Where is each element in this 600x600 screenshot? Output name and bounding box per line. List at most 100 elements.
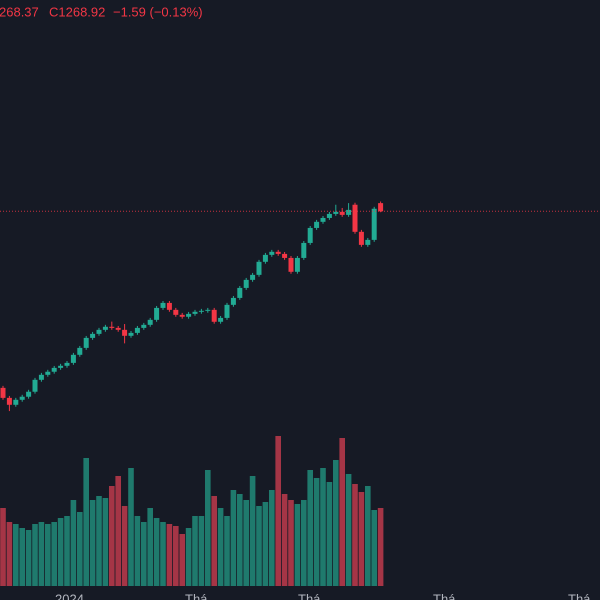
candle-body bbox=[307, 227, 313, 243]
volume-bar bbox=[198, 516, 205, 586]
volume-bar bbox=[288, 500, 294, 586]
candle-body bbox=[166, 302, 172, 310]
volume-bar bbox=[243, 500, 249, 586]
candle-body bbox=[32, 379, 38, 392]
volume-bar bbox=[38, 522, 45, 586]
volume-bar bbox=[13, 524, 19, 586]
header-low: 268.37 bbox=[0, 4, 39, 19]
candle-body bbox=[154, 307, 160, 320]
candle-body bbox=[83, 337, 89, 348]
candle-body bbox=[275, 251, 281, 254]
candle-body bbox=[19, 396, 25, 400]
candle-body bbox=[250, 274, 256, 280]
candle-body bbox=[288, 257, 294, 272]
volume-bar bbox=[64, 516, 70, 586]
volume-bar bbox=[269, 490, 275, 586]
candle-body bbox=[147, 319, 153, 325]
candle-body bbox=[186, 313, 192, 317]
volume-bar bbox=[147, 508, 153, 586]
candle-body bbox=[314, 221, 320, 228]
volume-bar bbox=[358, 492, 365, 586]
candle-body bbox=[378, 203, 384, 212]
candle-body bbox=[6, 397, 12, 405]
candle-body bbox=[96, 329, 102, 334]
volume-bar bbox=[275, 436, 281, 586]
volume-bar bbox=[83, 458, 89, 586]
volume-bar bbox=[345, 474, 352, 586]
candle-body bbox=[198, 310, 204, 312]
volume-bar bbox=[179, 534, 185, 586]
volume-bar bbox=[128, 468, 134, 586]
volume-bar bbox=[77, 512, 83, 586]
candle-body bbox=[205, 309, 211, 311]
candle-body bbox=[38, 374, 44, 380]
candle-body bbox=[26, 391, 32, 397]
volume-bar bbox=[134, 516, 141, 586]
x-tick-label: Thá bbox=[298, 591, 321, 600]
volume-bar bbox=[102, 498, 109, 586]
candle-body bbox=[326, 213, 332, 218]
candle-body bbox=[211, 309, 217, 322]
volume-bar bbox=[0, 508, 6, 586]
candle-body bbox=[243, 279, 249, 288]
volume-bar bbox=[224, 516, 230, 586]
candle-body bbox=[128, 332, 134, 336]
candle-body bbox=[371, 208, 377, 240]
plot bbox=[0, 201, 600, 586]
x-tick-label: 2024 bbox=[55, 591, 84, 600]
volume-bar bbox=[211, 496, 217, 586]
candle-body bbox=[218, 317, 224, 322]
volume-bar bbox=[339, 438, 345, 586]
volume-bar bbox=[166, 524, 173, 586]
volume-bar bbox=[25, 530, 32, 586]
candle-body bbox=[0, 387, 6, 398]
candle-body bbox=[269, 251, 275, 255]
volume-bar bbox=[301, 500, 307, 586]
candle-body bbox=[256, 261, 262, 275]
volume-bar bbox=[262, 502, 269, 586]
volume-bar bbox=[326, 482, 333, 586]
volume-bar bbox=[89, 500, 96, 586]
volume-bar bbox=[307, 470, 313, 586]
volume-bar bbox=[352, 484, 358, 586]
volume-bar bbox=[371, 510, 377, 586]
candle-body bbox=[77, 347, 83, 355]
candle-body bbox=[64, 362, 70, 366]
volume-bar bbox=[70, 500, 77, 586]
candle-body bbox=[339, 211, 345, 215]
candle-body bbox=[346, 209, 352, 215]
volume-bar bbox=[217, 508, 224, 586]
volume-bar bbox=[333, 460, 339, 586]
candle-body bbox=[141, 324, 147, 328]
candle-body bbox=[352, 204, 358, 232]
volume-bar bbox=[109, 486, 115, 586]
volume-bar bbox=[19, 528, 25, 586]
volume-bar bbox=[45, 524, 51, 586]
volume-bar bbox=[237, 494, 243, 586]
volume-bar bbox=[141, 522, 147, 586]
candle-body bbox=[282, 253, 288, 258]
volume-bar bbox=[185, 528, 192, 586]
x-tick-label: Thá bbox=[568, 591, 591, 600]
candle-body bbox=[90, 333, 96, 338]
candle-body bbox=[301, 242, 307, 258]
volume-bar bbox=[96, 496, 102, 586]
header-close: C1268.92 bbox=[49, 4, 105, 19]
volume-bar bbox=[377, 508, 384, 586]
header-change: −1.59 (−0.13%) bbox=[113, 4, 203, 19]
candle-body bbox=[224, 304, 230, 318]
volume-bar bbox=[115, 476, 121, 586]
candle-body bbox=[179, 314, 185, 317]
volume-bar bbox=[249, 476, 256, 586]
volume-bar bbox=[294, 504, 301, 586]
volume-bar bbox=[192, 516, 198, 586]
candle-body bbox=[45, 371, 51, 375]
candle-body bbox=[262, 254, 268, 262]
candle-body bbox=[333, 211, 339, 214]
candle-body bbox=[173, 309, 179, 315]
volume-bar bbox=[205, 470, 211, 586]
x-tick-label: Thá bbox=[185, 591, 208, 600]
x-tick-label: Thá bbox=[433, 591, 456, 600]
volume-bar bbox=[313, 478, 320, 586]
